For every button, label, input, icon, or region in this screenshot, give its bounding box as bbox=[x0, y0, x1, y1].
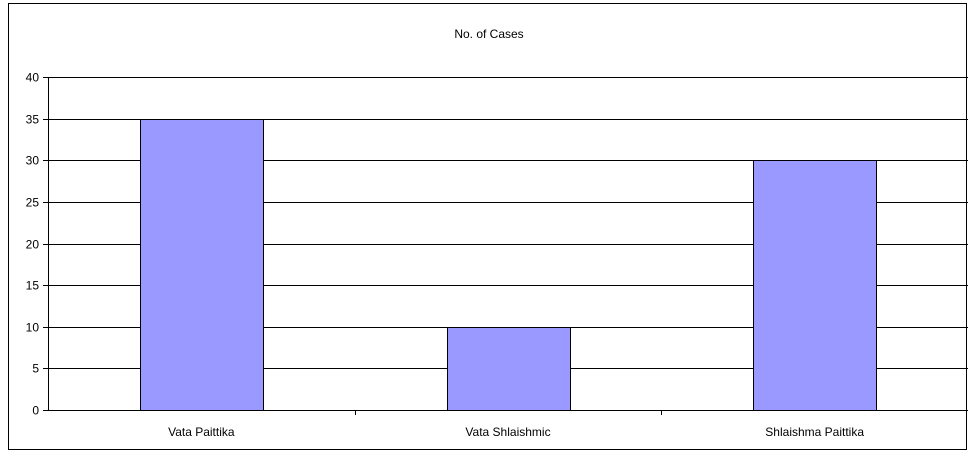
y-tick-label: 40 bbox=[26, 71, 40, 85]
y-axis-ticks: 0 5 10 15 20 25 30 35 40 bbox=[26, 71, 48, 418]
x-axis-labels: Vata Paittika Vata Shlaishmic Shlaishma Pa… bbox=[168, 425, 864, 439]
axes bbox=[48, 77, 968, 415]
chart-title: No. of Cases bbox=[454, 27, 523, 41]
bar-vata-shlaishmic bbox=[447, 327, 571, 411]
y-tick-label: 30 bbox=[26, 154, 40, 168]
y-tick-label: 15 bbox=[26, 279, 40, 293]
bar-shlaishma-paittika bbox=[753, 160, 877, 411]
y-tick-label: 0 bbox=[32, 404, 39, 418]
y-tick-label: 25 bbox=[26, 196, 40, 210]
y-tick-label: 5 bbox=[32, 362, 39, 376]
x-tick-label: Shlaishma Paittika bbox=[765, 425, 864, 439]
x-tick-label: Vata Shlaishmic bbox=[465, 425, 550, 439]
y-tick-label: 10 bbox=[26, 321, 40, 335]
y-tick-label: 20 bbox=[26, 238, 40, 252]
bar-vata-paittika bbox=[140, 119, 264, 411]
y-tick-label: 35 bbox=[26, 113, 40, 127]
x-tick-label: Vata Paittika bbox=[168, 425, 235, 439]
